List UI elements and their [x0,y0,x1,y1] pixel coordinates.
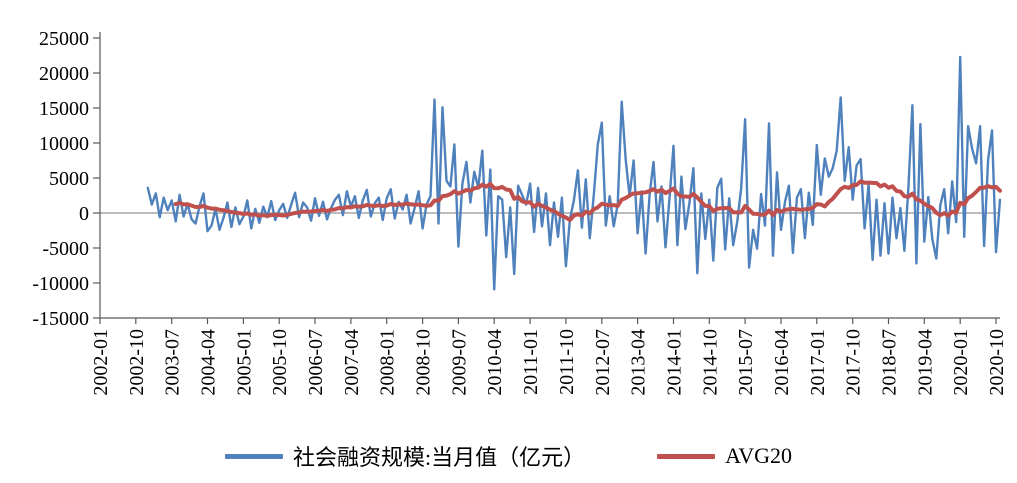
chart-legend: 社会融资规模:当月值（亿元） AVG20 [0,430,1017,482]
x-tick-label: 2008-01 [377,329,399,396]
x-tick-label: 2007-04 [341,329,363,396]
x-tick-label: 2020-10 [986,329,1008,396]
y-tick-label: -5000 [42,238,89,260]
series-line-avg20 [173,179,1002,222]
x-tick-label: 2017-10 [843,329,865,396]
x-tick-label: 2016-04 [771,329,793,396]
chart-canvas: 25000 20000 15000 10000 5000 0 -5000 -10000 -150… [32,28,1008,396]
legend-label-avg20: AVG20 [725,443,792,468]
x-tick-label: 2011-01 [520,329,542,395]
y-tick-label: 5000 [49,168,89,190]
legend-swatch-blue-line [225,453,284,459]
x-tick-label: 2012-07 [592,329,614,396]
y-tick-label: 15000 [39,98,89,120]
series-line-shehui-rongzi [146,55,1002,291]
x-tick-label: 2015-07 [735,329,757,396]
x-tick-label: 2020-01 [950,329,972,396]
x-tick-label: 2014-01 [664,329,686,396]
x-tick-label: 2005-10 [269,329,291,396]
x-tick-label: 2010-04 [484,329,506,396]
x-tick-label: 2014-10 [699,329,721,396]
legend-swatch-red-line [657,453,716,459]
x-tick-label: 2013-04 [628,329,650,396]
x-tick-label: 2002-10 [126,329,148,396]
y-tick-label: -10000 [32,273,89,295]
y-tick-label: 20000 [39,63,89,85]
legend-item-avg20: AVG20 [657,443,792,469]
x-tick-label: 2017-01 [807,329,829,396]
x-tick-label: 2003-07 [162,329,184,396]
x-tick-label: 2018-07 [879,329,901,396]
x-tick-label: 2011-10 [556,329,578,395]
x-tick-label: 2008-10 [413,329,435,396]
x-tick-label: 2002-01 [90,329,112,396]
legend-item-shehui-rongzi: 社会融资规模:当月值（亿元） [225,440,585,472]
y-tick-label: 0 [79,203,89,225]
y-tick-label: 25000 [39,28,89,50]
y-tick-label: -15000 [32,308,89,330]
legend-label-shehui-rongzi: 社会融资规模:当月值（亿元） [293,445,586,470]
y-tick-label: 10000 [39,133,89,155]
x-tick-label: 2004-04 [198,329,220,396]
x-tick-label: 2019-04 [914,329,936,396]
x-tick-label: 2009-07 [448,329,470,396]
x-tick-label: 2005-01 [233,329,255,396]
x-tick-label: 2006-07 [305,329,327,396]
